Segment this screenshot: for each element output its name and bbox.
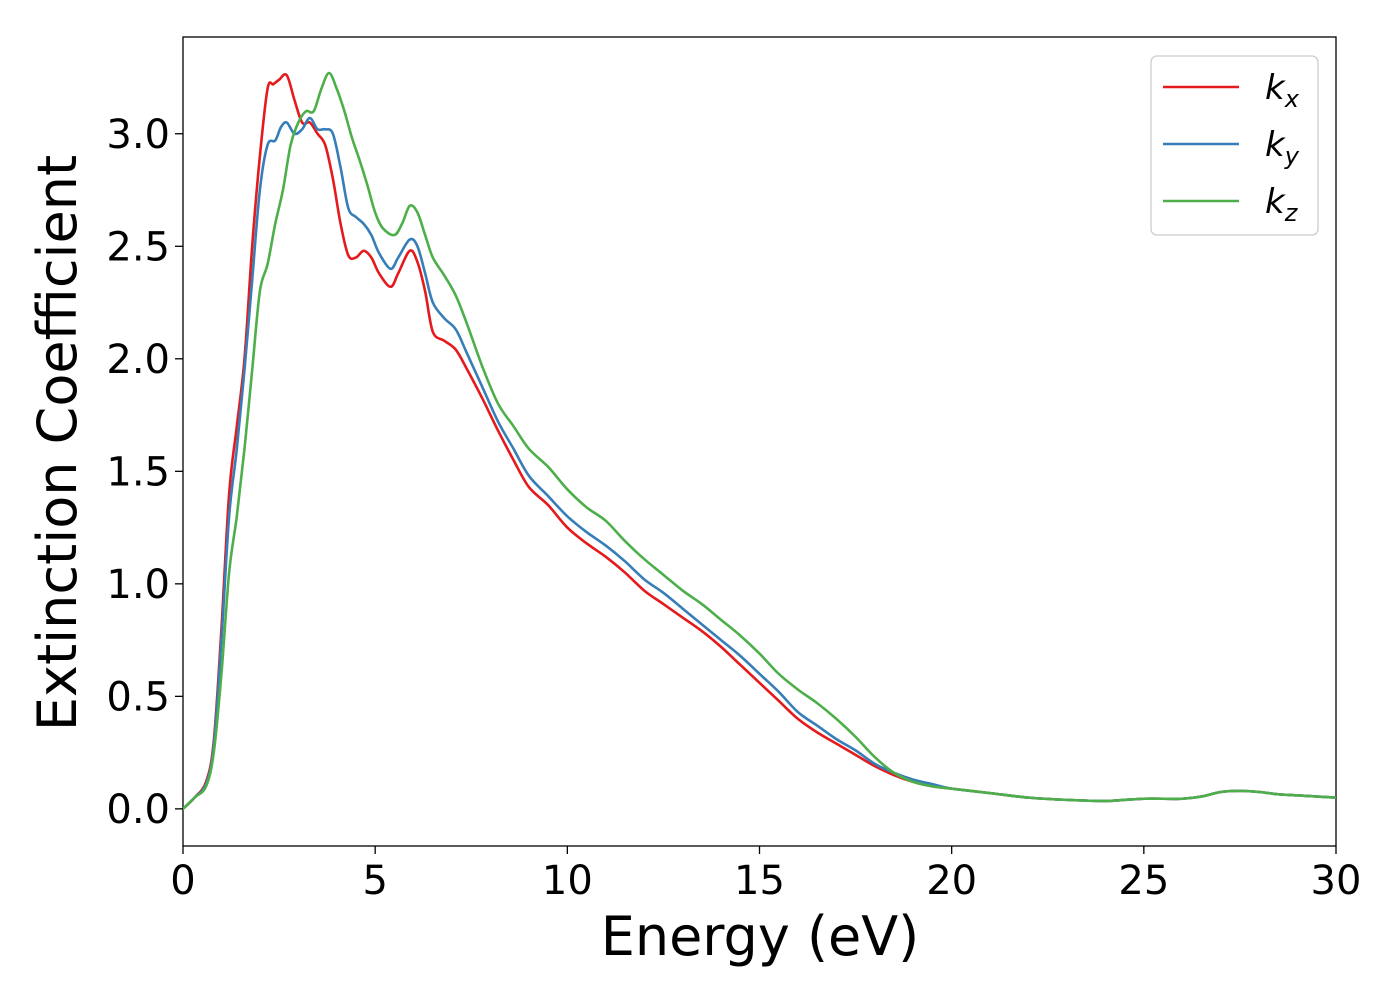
- x-tick-label: 15: [734, 858, 785, 904]
- x-tick-label: 10: [542, 858, 593, 904]
- x-tick-label: 30: [1311, 858, 1362, 904]
- legend-label-x: kx: [1265, 68, 1300, 113]
- legend-label-y: ky: [1265, 125, 1300, 170]
- x-axis-label: Energy (eV): [601, 905, 920, 968]
- x-axis-ticks: 0 5 10 15 20 25 30: [170, 846, 1361, 904]
- y-tick-label: 3.0: [106, 112, 170, 158]
- y-tick-label: 2.5: [106, 224, 170, 270]
- y-tick-label: 1.5: [106, 449, 170, 495]
- legend: kx ky kz: [1150, 55, 1319, 236]
- y-tick-label: 0.5: [106, 674, 170, 720]
- y-tick-label: 1.0: [106, 562, 170, 608]
- series-line-z: [183, 71, 1336, 811]
- x-tick-label: 5: [362, 858, 387, 904]
- y-axis-label: Extinction Coefficient: [26, 155, 89, 731]
- series-group: [183, 71, 1336, 811]
- legend-box: [1150, 55, 1319, 236]
- legend-label-z: kz: [1265, 182, 1299, 227]
- x-tick-label: 0: [170, 858, 195, 904]
- y-axis-ticks: 0.0 0.5 1.0 1.5 2.0 2.5 3.0: [106, 112, 183, 833]
- y-tick-label: 2.0: [106, 337, 170, 383]
- y-tick-label: 0.0: [106, 787, 170, 833]
- x-tick-label: 25: [1118, 858, 1169, 904]
- x-tick-label: 20: [926, 858, 977, 904]
